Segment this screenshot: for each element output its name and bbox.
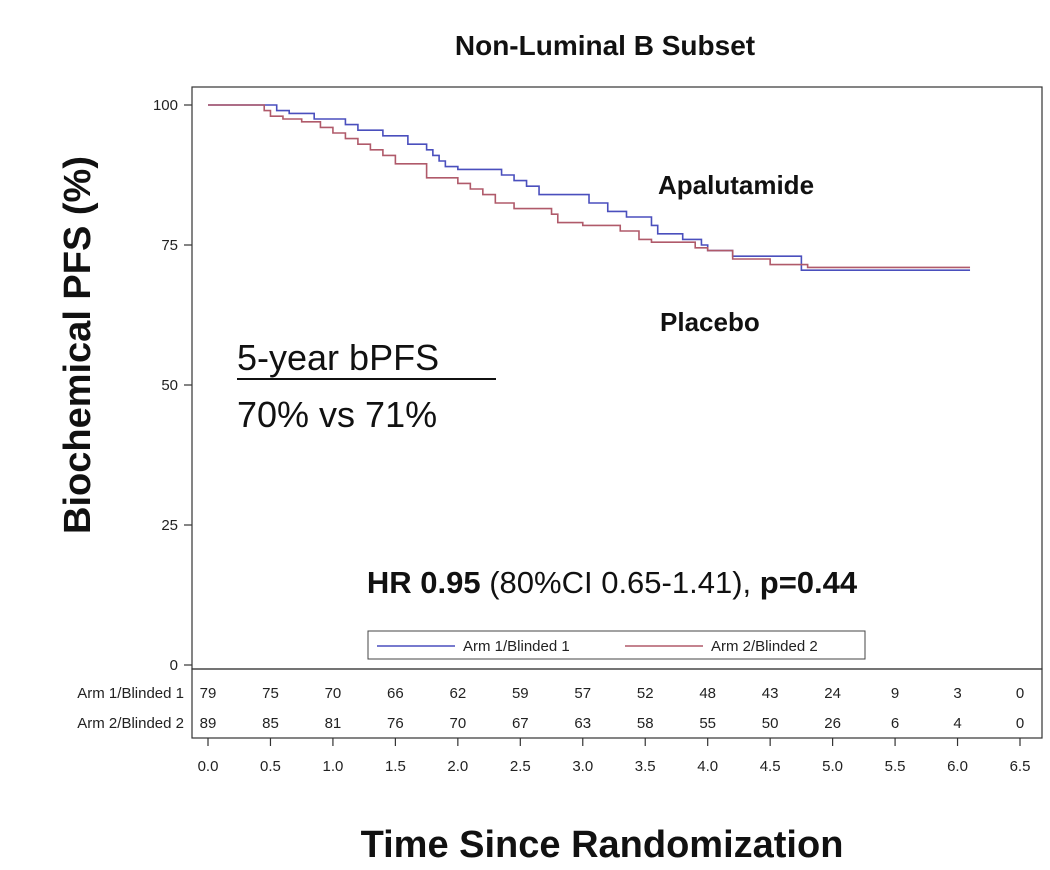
risk-cell: 3 <box>953 685 961 702</box>
arm1-label: Apalutamide <box>658 170 814 200</box>
x-tick-label: 0.0 <box>198 758 219 775</box>
hr-annotation: HR 0.95 (80%CI 0.65-1.41), p=0.44 <box>367 565 858 600</box>
risk-cell: 48 <box>699 685 716 702</box>
y-tick-label: 0 <box>170 657 178 674</box>
risk-cell: 50 <box>762 715 779 732</box>
x-ticks: 0.0 0.5 1.0 1.5 2.0 2.5 3.0 3.5 4.0 4.5 5.0 5.5 6.0 6… <box>198 738 1031 775</box>
x-tick-label: 3.5 <box>635 758 656 775</box>
risk-cell: 89 <box>200 715 217 732</box>
x-axis-title: Time Since Randomization <box>361 824 844 866</box>
x-tick-label: 2.0 <box>447 758 468 775</box>
series-layer <box>208 104 971 271</box>
risk-cell: 67 <box>512 715 529 732</box>
risk-cell: 9 <box>891 685 899 702</box>
risk-cell: 0 <box>1016 715 1024 732</box>
x-tick-label: 4.5 <box>760 758 781 775</box>
x-tick-label: 1.5 <box>385 758 406 775</box>
risk-cell: 62 <box>450 685 467 702</box>
y-ticks: 0 25 50 75 100 <box>153 97 192 674</box>
y-tick-label: 25 <box>161 517 178 534</box>
y-tick-label: 100 <box>153 97 178 114</box>
arm2-label: Placebo <box>660 307 760 337</box>
risk-table: Arm 1/Blinded 1 79 75 70 66 62 59 57 52 48 43 24 9 3 0… <box>77 685 1024 732</box>
risk-cell: 66 <box>387 685 404 702</box>
risk-cell: 58 <box>637 715 654 732</box>
risk-cell: 79 <box>200 685 217 702</box>
risk-cell: 75 <box>262 685 279 702</box>
risk-cell: 76 <box>387 715 404 732</box>
x-tick-label: 5.0 <box>822 758 843 775</box>
x-tick-label: 3.0 <box>572 758 593 775</box>
risk-cell: 43 <box>762 685 779 702</box>
y-tick-label: 50 <box>161 377 178 394</box>
x-tick-label: 5.5 <box>885 758 906 775</box>
chart-title: Non-Luminal B Subset <box>455 30 755 61</box>
hr-ci: (80%CI 0.65-1.41), <box>489 565 751 600</box>
risk-cell: 6 <box>891 715 899 732</box>
x-tick-label: 2.5 <box>510 758 531 775</box>
p-value: p=0.44 <box>760 565 858 600</box>
hr-label: HR <box>367 565 412 600</box>
y-axis-title: Biochemical PFS (%) <box>57 156 99 534</box>
x-tick-label: 1.0 <box>322 758 343 775</box>
x-tick-label: 6.5 <box>1010 758 1031 775</box>
risk-row-label: Arm 2/Blinded 2 <box>77 715 184 732</box>
risk-table-frame <box>191 668 1043 739</box>
legend-box <box>367 630 866 660</box>
risk-cell: 57 <box>574 685 591 702</box>
risk-cell: 52 <box>637 685 654 702</box>
bpfs-heading: 5-year bPFS <box>237 337 439 378</box>
legend-label-arm2: Arm 2/Blinded 2 <box>711 638 818 655</box>
series-line-2 <box>208 104 971 269</box>
risk-cell: 81 <box>325 715 342 732</box>
risk-cell: 70 <box>325 685 342 702</box>
bpfs-values: 70% vs 71% <box>237 394 437 435</box>
x-tick-label: 0.5 <box>260 758 281 775</box>
risk-cell: 70 <box>450 715 467 732</box>
risk-cell: 4 <box>953 715 961 732</box>
risk-cell: 0 <box>1016 685 1024 702</box>
y-tick-label: 75 <box>161 237 178 254</box>
legend: Arm 1/Blinded 1 Arm 2/Blinded 2 <box>367 630 866 660</box>
x-tick-label: 4.0 <box>697 758 718 775</box>
risk-cell: 55 <box>699 715 716 732</box>
x-tick-label: 6.0 <box>947 758 968 775</box>
series-line-1 <box>208 104 971 271</box>
hr-value: 0.95 <box>420 565 480 600</box>
risk-cell: 85 <box>262 715 279 732</box>
legend-label-arm1: Arm 1/Blinded 1 <box>463 638 570 655</box>
risk-cell: 26 <box>824 715 841 732</box>
risk-cell: 59 <box>512 685 529 702</box>
risk-cell: 24 <box>824 685 841 702</box>
risk-row-label: Arm 1/Blinded 1 <box>77 685 184 702</box>
risk-cell: 63 <box>574 715 591 732</box>
